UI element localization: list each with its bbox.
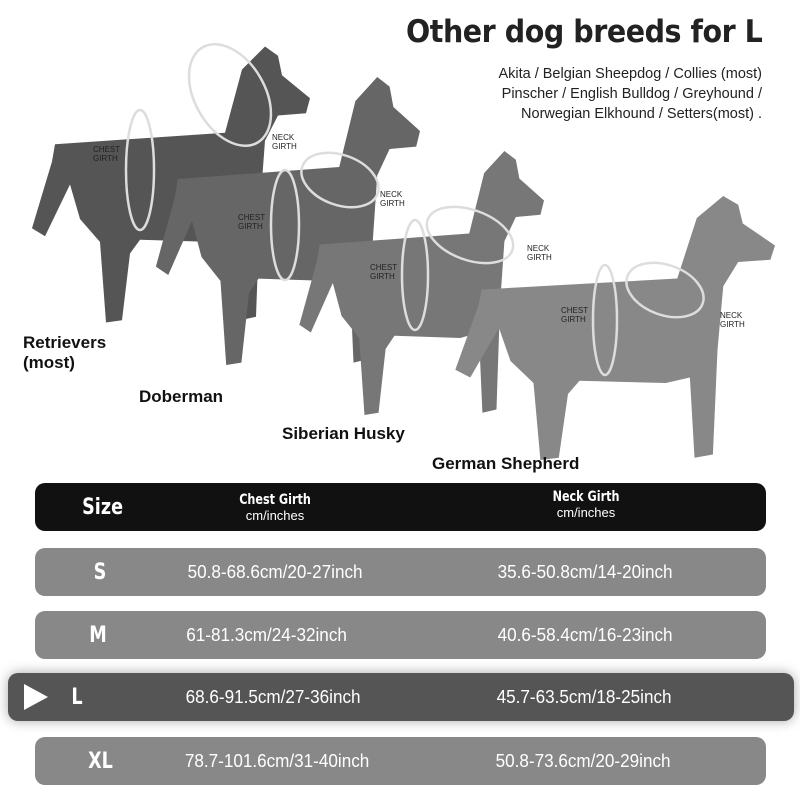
dog-name-retrievers: Retrievers (most)	[23, 333, 107, 372]
chest-girth-label: CHEST GIRTH	[93, 145, 121, 163]
size-label: L	[71, 684, 83, 710]
size-row-m: M 61-81.3cm/24-32inch 40.6-58.4cm/16-23i…	[35, 611, 766, 659]
size-label: S	[93, 559, 107, 585]
neck-value: 35.6-50.8cm/14-20inch	[497, 561, 673, 582]
size-row-l-selected: L 68.6-91.5cm/27-36inch 45.7-63.5cm/18-2…	[8, 673, 794, 721]
size-label: M	[89, 622, 107, 648]
dog-name-husky: Siberian Husky	[282, 424, 405, 443]
page-title: Other dog breeds for L	[405, 14, 763, 50]
size-row-s: S 50.8-68.6cm/20-27inch 35.6-50.8cm/14-2…	[35, 548, 766, 596]
breed-list: Akita / Belgian Sheepdog / Collies (most…	[402, 64, 762, 124]
harness-loops	[124, 43, 705, 377]
selected-arrow-icon	[24, 684, 48, 710]
size-row-xl: XL 78.7-101.6cm/31-40inch 50.8-73.6cm/20…	[35, 737, 766, 785]
chest-girth-label: CHEST GIRTH	[238, 213, 266, 231]
chest-value: 78.7-101.6cm/31-40inch	[184, 750, 370, 771]
header-neck-girth: Neck Girth cm/inches	[552, 489, 620, 520]
breed-line: Norwegian Elkhound / Setters(most) .	[521, 106, 762, 122]
chest-value: 68.6-91.5cm/27-36inch	[185, 686, 361, 707]
neck-value: 45.7-63.5cm/18-25inch	[496, 686, 672, 707]
neck-girth-label: NECK GIRTH	[720, 311, 745, 329]
neck-value: 50.8-73.6cm/20-29inch	[495, 750, 671, 771]
chest-girth-label: CHEST GIRTH	[561, 306, 589, 324]
dog-silhouettes	[32, 43, 775, 460]
neck-value: 40.6-58.4cm/16-23inch	[497, 624, 673, 645]
neck-girth-label: NECK GIRTH	[380, 190, 405, 208]
size-table-header: Size Chest Girth cm/inches Neck Girth cm/i…	[35, 483, 766, 531]
header-chest-girth: Chest Girth cm/inches	[239, 491, 311, 523]
chest-value: 61-81.3cm/24-32inch	[186, 624, 347, 645]
chest-girth-label: CHEST GIRTH	[370, 263, 398, 281]
size-label: XL	[88, 748, 113, 774]
breed-line: Akita / Belgian Sheepdog / Collies (most…	[498, 66, 762, 82]
dog-name-shepherd: German Shepherd	[432, 454, 580, 473]
breed-line: Pinscher / English Bulldog / Greyhound /	[501, 86, 762, 102]
chest-value: 50.8-68.6cm/20-27inch	[187, 561, 363, 582]
header-size: Size	[82, 494, 124, 520]
neck-girth-label: NECK GIRTH	[527, 244, 552, 262]
neck-girth-label: NECK GIRTH	[272, 133, 297, 151]
dog-name-doberman: Doberman	[139, 387, 224, 406]
